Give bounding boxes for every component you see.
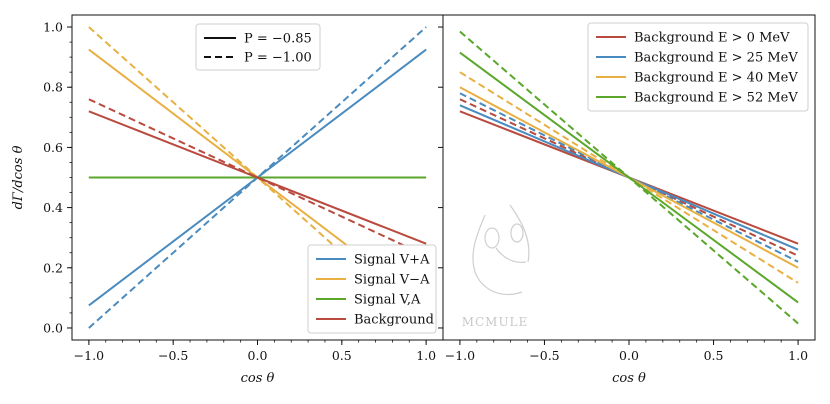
- series-legend: Background E > 0 MeV Background E > 25 Me…: [587, 22, 809, 112]
- legend-entry-label: Background E > 0 MeV: [634, 31, 790, 46]
- legend-entry-label: Background: [354, 313, 434, 328]
- right-panel: −1.0 −0.5 0.0 0.5 1.0 cos θ MCMULE Background E…: [438, 14, 816, 386]
- x-tick-label: −0.5: [158, 348, 188, 363]
- legend-box: [307, 244, 437, 334]
- left-panel: −1.0 −0.5 0.0 0.5 1.0 0.0 0.2 0.4 0.6 0.8 1.0 cos θ…: [11, 14, 444, 386]
- y-tick-label: 1.0: [43, 20, 63, 35]
- x-tick-label: −1.0: [74, 348, 104, 363]
- x-tick-label: −1.0: [445, 348, 475, 363]
- logo-stroke: [472, 214, 523, 296]
- legend-entry-label: Background E > 25 MeV: [634, 51, 798, 66]
- x-tick-label: 1.0: [788, 348, 808, 363]
- series-line-red-dashed: [88, 98, 427, 257]
- logo-stroke: [509, 204, 530, 263]
- x-axis-label: cos θ: [241, 371, 275, 386]
- y-tick-label: 0.2: [43, 260, 63, 275]
- legend-entry-label: P = −1.00: [244, 51, 312, 66]
- legend-box: [587, 22, 809, 112]
- x-tick-label: 0.5: [332, 348, 352, 363]
- x-tick-label: 0.0: [248, 348, 268, 363]
- series-line-green-dashed: [459, 30, 799, 325]
- legend-box: [195, 23, 321, 71]
- watermark-text: MCMULE: [462, 315, 529, 329]
- x-axis-label: cos θ: [612, 371, 646, 386]
- series-line-red-dashed: [459, 98, 799, 257]
- x-tick-label: 0.5: [704, 348, 724, 363]
- series-legend: Signal V+A Signal V−A Signal V,A Background: [307, 244, 437, 334]
- legend-entry-label: Signal V,A: [354, 293, 421, 308]
- y-axis-label: dΓ/dcos θ: [11, 145, 26, 209]
- legend-entry-label: Signal V+A: [354, 253, 430, 268]
- legend-entry-label: Background E > 52 MeV: [634, 91, 798, 106]
- mcmule-logo: [472, 204, 530, 296]
- style-legend: P = −0.85 P = −1.00: [195, 23, 321, 71]
- legend-entry-label: P = −0.85: [244, 32, 312, 47]
- legend-entry-label: Background E > 40 MeV: [634, 71, 798, 86]
- logo-stroke: [484, 227, 500, 249]
- logo-stroke: [495, 247, 527, 263]
- y-tick-label: 0.6: [43, 140, 63, 155]
- legend-entry-label: Signal V−A: [354, 273, 430, 288]
- y-tick-label: 0.4: [43, 200, 63, 215]
- series-line-red-solid: [88, 110, 427, 245]
- y-tick-label: 0.0: [43, 320, 63, 335]
- x-tick-label: −0.5: [529, 348, 559, 363]
- logo-stroke: [510, 223, 524, 243]
- x-tick-label: 1.0: [416, 348, 436, 363]
- x-tick-label: 0.0: [619, 348, 639, 363]
- y-tick-label: 0.8: [43, 80, 63, 95]
